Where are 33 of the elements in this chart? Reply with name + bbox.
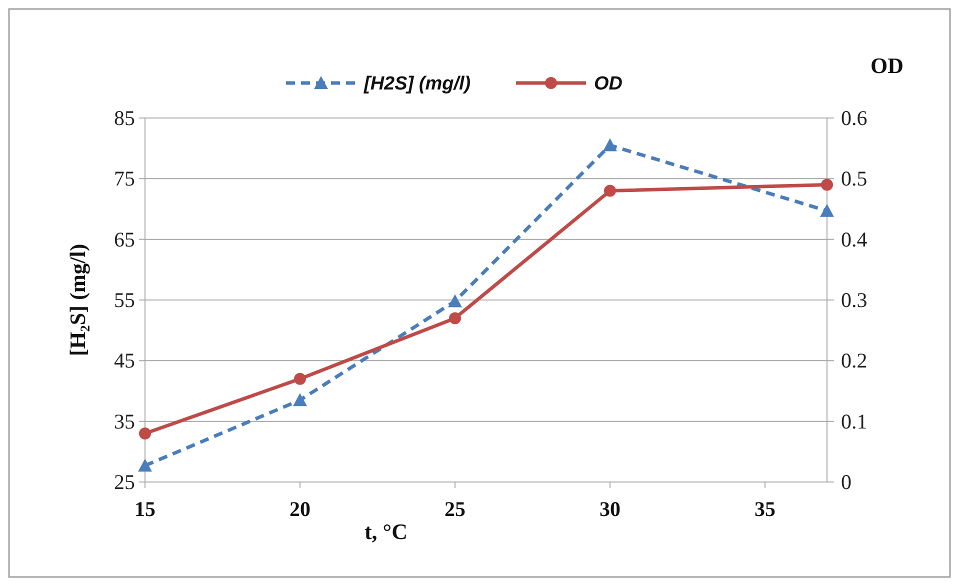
point	[820, 204, 834, 217]
x-tick-label: 25	[444, 497, 466, 521]
x-tick-label: 30	[600, 497, 620, 521]
point	[293, 393, 307, 406]
y-tick-label: 85	[114, 106, 135, 130]
y2-tick-label: 0.6	[841, 106, 868, 130]
x-tick-label: 35	[754, 497, 776, 521]
x-tick-label: 20	[290, 497, 310, 521]
point	[449, 312, 461, 324]
y2-tick-label: 0.3	[841, 288, 868, 312]
legend-label: [H2S] (mg/l)	[363, 74, 471, 95]
y-tick-label: 75	[114, 166, 135, 191]
y2-tick-label: 0.4	[841, 227, 868, 252]
y2-tick-label: 0.5	[841, 166, 868, 191]
x-axis-title: t, °C	[364, 519, 408, 544]
y-tick-label: 65	[114, 227, 135, 252]
y2-tick-label: 0	[841, 470, 852, 494]
legend-label: OD	[594, 74, 623, 95]
y-tick-label: 25	[114, 470, 135, 494]
y-tick-label: 35	[114, 409, 135, 434]
y-axis-title: [H₂S] (mg/l)	[65, 244, 90, 356]
y2-tick-label: 0.1	[841, 409, 868, 434]
y-tick-label: 45	[114, 348, 135, 373]
point	[603, 138, 617, 152]
point	[138, 458, 152, 472]
point	[448, 294, 462, 308]
point	[139, 427, 151, 440]
y2-tick-label: 0.2	[841, 348, 868, 373]
y-tick-label: 55	[114, 288, 135, 312]
x-tick-label: 15	[134, 497, 156, 521]
point	[294, 372, 306, 385]
y2-axis-title: OD	[870, 53, 904, 78]
point	[604, 184, 616, 197]
